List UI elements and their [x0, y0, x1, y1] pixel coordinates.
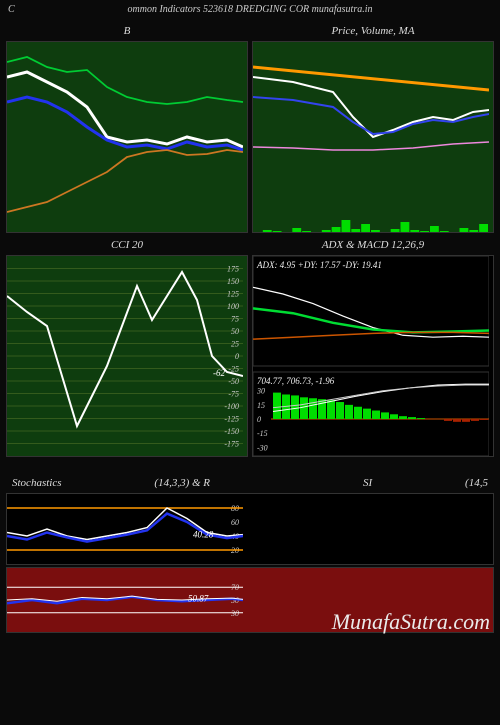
svg-text:150: 150: [227, 277, 239, 286]
svg-text:100: 100: [227, 302, 239, 311]
svg-text:-175: -175: [224, 440, 239, 449]
svg-text:704.77, 706.73, -1.96: 704.77, 706.73, -1.96: [257, 376, 335, 386]
svg-text:25: 25: [231, 340, 239, 349]
header-left: C: [8, 4, 15, 15]
svg-text:125: 125: [227, 290, 239, 299]
svg-text:50: 50: [231, 327, 239, 336]
svg-text:0: 0: [235, 352, 239, 361]
svg-text:ADX: 4.95 +DY: 17.57 -DY: 19.4: ADX: 4.95 +DY: 17.57 -DY: 19.41: [256, 260, 382, 270]
svg-text:-15: -15: [257, 429, 268, 438]
svg-text:30: 30: [256, 387, 265, 396]
panel-bb: B: [6, 23, 248, 233]
panel-bb-title: B: [6, 23, 248, 41]
panel-price: Price, Volume, MA: [252, 23, 494, 233]
rsi-title-left: SI: [363, 477, 372, 489]
panel-adx-title: ADX & MACD 12,26,9: [252, 237, 494, 255]
chart-bb: [6, 41, 248, 233]
svg-text:0: 0: [257, 415, 261, 424]
chart-cci: 1751501251007550250-25-50-75-100-125-150…: [6, 255, 248, 457]
chart-price: [252, 41, 494, 233]
svg-text:175: 175: [227, 265, 239, 274]
header-center: ommon Indicators 523618 DREDGING COR mun…: [128, 4, 373, 15]
svg-text:-100: -100: [224, 402, 239, 411]
svg-text:-75: -75: [228, 390, 239, 399]
svg-text:75: 75: [231, 315, 239, 324]
svg-text:-50: -50: [228, 377, 239, 386]
stoch-title-left: Stochastics: [12, 477, 62, 489]
svg-text:-125: -125: [224, 415, 239, 424]
panel-price-title: Price, Volume, MA: [252, 23, 494, 41]
svg-text:-62: -62: [213, 368, 225, 378]
svg-text:50.87: 50.87: [188, 593, 209, 603]
page-header: C ommon Indicators 523618 DREDGING COR m…: [0, 0, 500, 23]
panel-cci: CCI 20 1751501251007550250-25-50-75-100-…: [6, 237, 248, 457]
rsi-title-right: (14,5: [465, 477, 488, 489]
svg-text:-30: -30: [257, 443, 268, 452]
chart-stoch: 8060402040.28: [6, 493, 494, 565]
stoch-title-right: (14,3,3) & R: [154, 477, 210, 489]
stoch-title-row: Stochastics (14,3,3) & R SI (14,5: [6, 475, 494, 493]
svg-text:40.28: 40.28: [193, 529, 214, 539]
svg-text:60: 60: [231, 518, 239, 527]
svg-text:70: 70: [231, 583, 239, 592]
panel-adx: ADX & MACD 12,26,9 ADX: 4.95 +DY: 17.57 …: [252, 237, 494, 457]
svg-text:15: 15: [257, 401, 265, 410]
panel-cci-title: CCI 20: [6, 237, 248, 255]
chart-adx: ADX: 4.95 +DY: 17.57 -DY: 19.41 704.77, 7…: [252, 255, 494, 457]
watermark: MunafaSutra.com: [332, 609, 490, 635]
svg-text:-150: -150: [224, 427, 239, 436]
chart-grid: B Price, Volume, MA CCI 20 1751501251007…: [0, 23, 500, 457]
